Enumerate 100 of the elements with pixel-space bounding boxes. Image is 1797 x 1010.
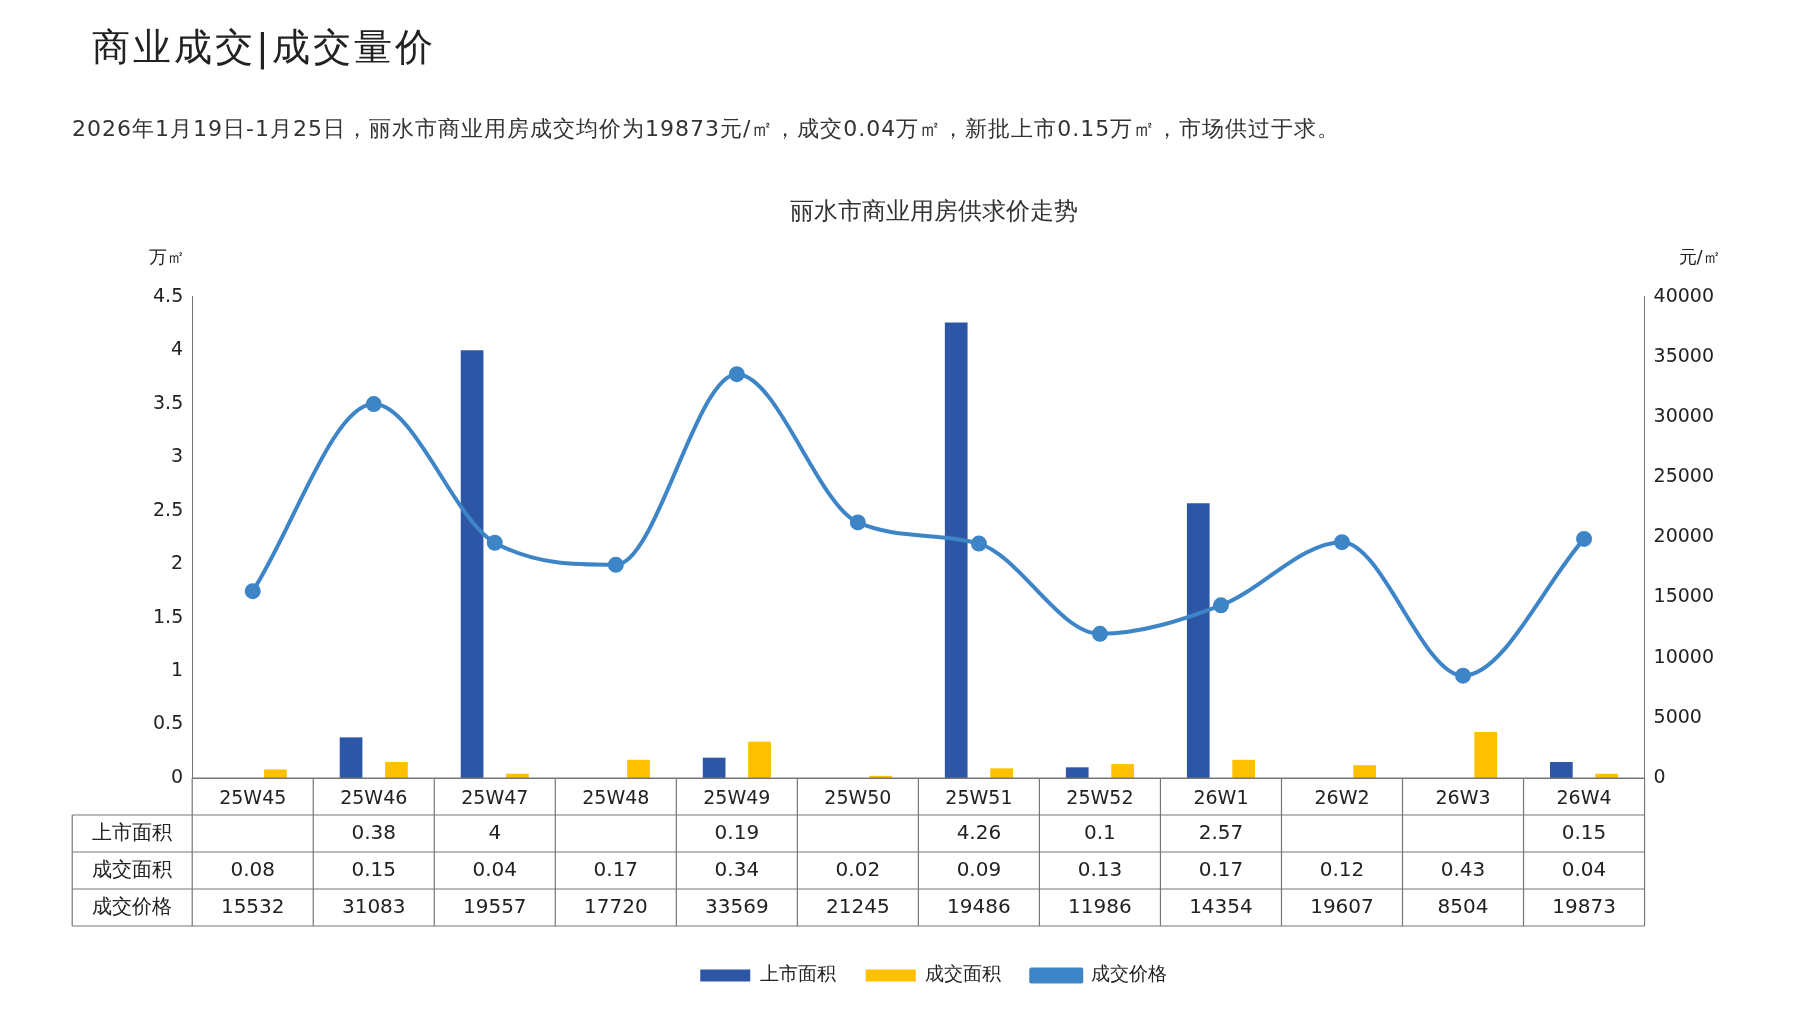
data-label: 19873 xyxy=(1552,893,1616,918)
x-tick-label: 26W2 xyxy=(1314,786,1370,809)
y-axis-title: 万㎡ xyxy=(149,246,186,268)
bar xyxy=(748,741,771,778)
legend-label: 上市面积 xyxy=(759,962,836,985)
x-tick-label: 25W46 xyxy=(340,786,408,809)
text: 成交面积 xyxy=(92,856,173,881)
x-tick-label: 25W49 xyxy=(703,786,771,809)
bar xyxy=(627,759,650,778)
data-label: 0.12 xyxy=(1319,856,1365,881)
bar xyxy=(1474,732,1498,778)
y2-tick-label: 0 xyxy=(1653,764,1666,787)
point xyxy=(1212,597,1229,614)
data-label: 8504 xyxy=(1437,893,1489,918)
point xyxy=(1091,625,1108,642)
data-label: 14354 xyxy=(1189,893,1253,918)
bar xyxy=(1065,767,1089,778)
point xyxy=(728,366,745,383)
data-label: 2.57 xyxy=(1198,819,1244,844)
point xyxy=(1455,667,1472,684)
data-label: 0.17 xyxy=(593,856,639,881)
y-tick-label: 1 xyxy=(171,658,184,680)
data-label: 4 xyxy=(488,819,502,844)
y2-tick-label: 10000 xyxy=(1653,644,1715,667)
y2-tick-label: 5000 xyxy=(1653,704,1702,727)
legend-label: 成交价格 xyxy=(1090,962,1167,985)
data-label: 0.04 xyxy=(1561,856,1607,881)
data-label: 19557 xyxy=(462,893,527,918)
legend-label: 成交面积 xyxy=(925,962,1002,985)
x-tick-label: 25W45 xyxy=(219,786,287,809)
y-tick-label: 2.5 xyxy=(153,497,184,520)
x-tick-label: 25W47 xyxy=(461,786,529,809)
y-tick-label: 3 xyxy=(171,444,184,467)
data-label: 0.13 xyxy=(1077,856,1123,881)
point xyxy=(849,514,866,531)
data-label: 11986 xyxy=(1068,893,1132,918)
bar xyxy=(385,761,408,778)
y-tick-label: 1.5 xyxy=(153,604,184,627)
y-tick-label: 3.5 xyxy=(153,390,184,413)
y-tick-label: 0.5 xyxy=(153,711,184,734)
y-tick-label: 0 xyxy=(171,764,184,787)
data-label: 0.38 xyxy=(351,819,397,844)
y2-tick-label: 35000 xyxy=(1653,343,1715,366)
data-label: 31083 xyxy=(341,893,406,918)
data-label: 0.08 xyxy=(230,856,275,881)
y2-tick-label: 40000 xyxy=(1653,283,1715,306)
data-label: 19607 xyxy=(1310,893,1374,918)
data-label: 0.15 xyxy=(1561,819,1607,844)
bar xyxy=(1353,765,1377,778)
bar xyxy=(1550,761,1573,778)
data-label: 0.19 xyxy=(714,819,760,844)
data-label: 4.26 xyxy=(956,819,1002,844)
bar xyxy=(264,769,287,778)
text: 上市面积 xyxy=(92,819,173,844)
bar xyxy=(702,757,726,778)
data-label: 0.02 xyxy=(835,856,881,881)
data-label: 0.1 xyxy=(1084,819,1116,844)
x-tick-label: 25W51 xyxy=(945,786,1013,809)
data-label: 0.34 xyxy=(714,856,760,881)
x-tick-label: 26W3 xyxy=(1435,786,1491,809)
bar xyxy=(1232,759,1255,778)
text: 成交价格 xyxy=(92,893,173,918)
chart-title: 丽水市商业用房供求价走势 xyxy=(789,196,1078,225)
data-label: 0.43 xyxy=(1440,856,1486,881)
point xyxy=(1333,534,1350,551)
x-tick-label: 26W4 xyxy=(1556,786,1612,809)
data-label: 21245 xyxy=(826,893,890,918)
y-tick-label: 4 xyxy=(171,337,184,360)
x-tick-label: 26W1 xyxy=(1193,786,1249,809)
text: 2026年1月19日-1月25日，丽水市商业用房成交均价为19873元/㎡，成交0.04万㎡，新批上市0.15万㎡，市场供过于求。 xyxy=(72,115,1341,143)
x-tick-label: 25W52 xyxy=(1066,786,1134,809)
bar xyxy=(1186,503,1210,778)
data-label: 0.04 xyxy=(472,856,518,881)
y2-axis-title: 元/㎡ xyxy=(1678,246,1721,268)
point xyxy=(486,534,503,551)
data-label: 0.15 xyxy=(351,856,397,881)
point xyxy=(244,583,261,600)
point xyxy=(970,535,987,552)
bar xyxy=(990,768,1013,778)
data-label: 0.17 xyxy=(1198,856,1244,881)
point xyxy=(365,396,382,413)
point xyxy=(1576,530,1593,547)
y2-tick-label: 15000 xyxy=(1653,584,1715,607)
y2-tick-label: 25000 xyxy=(1653,464,1715,487)
data-label: 19486 xyxy=(947,893,1011,918)
y2-tick-label: 30000 xyxy=(1653,404,1715,427)
chart-subtitle: 商业成交|成交量价 xyxy=(92,24,436,72)
bar xyxy=(944,322,968,778)
data-label: 17720 xyxy=(584,893,648,918)
bar xyxy=(339,737,363,778)
data-label: 15532 xyxy=(220,893,285,918)
data-label: 0.09 xyxy=(956,856,1002,881)
x-tick-label: 25W50 xyxy=(824,786,892,809)
bar xyxy=(460,350,484,778)
data-label: 33569 xyxy=(705,893,769,918)
y-tick-label: 2 xyxy=(171,551,184,574)
y2-tick-label: 20000 xyxy=(1653,524,1715,547)
y-tick-label: 4.5 xyxy=(153,283,184,306)
point xyxy=(607,556,624,573)
x-tick-label: 25W48 xyxy=(582,786,650,809)
